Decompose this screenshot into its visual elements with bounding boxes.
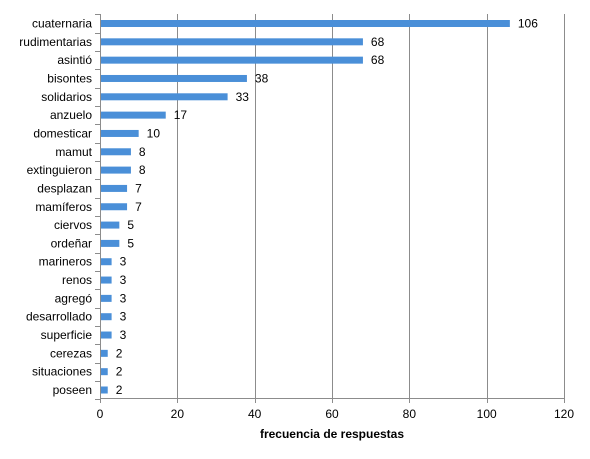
x-tick-label: 0 bbox=[97, 407, 104, 421]
x-tick-label: 60 bbox=[325, 407, 339, 421]
bar bbox=[101, 56, 363, 64]
bar bbox=[101, 184, 128, 192]
category-label: ordeñar bbox=[51, 236, 92, 250]
category-label: cuaternaria bbox=[32, 17, 92, 31]
gridlines bbox=[177, 14, 565, 398]
category-label: asintió bbox=[57, 53, 92, 67]
category-label: extinguieron bbox=[27, 163, 92, 177]
data-label: 3 bbox=[120, 291, 127, 305]
category-label: mamut bbox=[55, 145, 92, 159]
data-label: 7 bbox=[135, 181, 142, 195]
x-tick-label: 20 bbox=[171, 407, 185, 421]
data-label: 2 bbox=[116, 365, 123, 379]
category-label: domesticar bbox=[33, 126, 92, 140]
data-label: 8 bbox=[139, 163, 146, 177]
x-tick-label: 80 bbox=[403, 407, 417, 421]
bar bbox=[101, 38, 363, 46]
category-label: cerezas bbox=[50, 346, 92, 360]
data-label: 106 bbox=[518, 17, 538, 31]
bar bbox=[101, 276, 112, 284]
bar bbox=[101, 349, 108, 357]
bar bbox=[101, 368, 108, 376]
bar bbox=[101, 74, 247, 82]
data-label: 7 bbox=[135, 200, 142, 214]
data-label: 3 bbox=[120, 328, 127, 342]
category-label: ciervos bbox=[54, 218, 92, 232]
data-label: 3 bbox=[120, 310, 127, 324]
bar bbox=[101, 20, 510, 27]
data-label: 5 bbox=[127, 236, 134, 250]
bar bbox=[101, 313, 112, 321]
category-label: desplazan bbox=[37, 181, 92, 195]
data-label: 2 bbox=[116, 383, 123, 397]
bar bbox=[101, 294, 112, 302]
x-axis-title: frecuencia de respuestas bbox=[260, 427, 404, 441]
bar bbox=[101, 386, 108, 394]
category-label: anzuelo bbox=[50, 108, 92, 122]
data-label: 5 bbox=[127, 218, 134, 232]
labels: 0 20 40 60 80 100 120 cuaternaria 106 rudimentari… bbox=[19, 17, 574, 422]
category-label: desarrollado bbox=[26, 310, 92, 324]
data-label: 2 bbox=[116, 346, 123, 360]
bar bbox=[101, 258, 112, 266]
bar bbox=[101, 111, 166, 119]
data-label: 3 bbox=[120, 273, 127, 287]
x-tick-label: 100 bbox=[477, 407, 497, 421]
bar bbox=[101, 331, 112, 339]
bar bbox=[101, 93, 228, 101]
data-label: 8 bbox=[139, 145, 146, 159]
data-label: 33 bbox=[236, 90, 250, 104]
category-label: rudimentarias bbox=[19, 35, 92, 49]
category-label: agregó bbox=[55, 291, 93, 305]
category-label: solidarios bbox=[41, 90, 92, 104]
category-label: superficie bbox=[41, 328, 93, 342]
bar bbox=[101, 148, 131, 156]
category-label: poseen bbox=[53, 383, 92, 397]
data-label: 10 bbox=[147, 126, 161, 140]
axes bbox=[95, 14, 565, 403]
bar bbox=[101, 129, 139, 137]
x-tick-label: 40 bbox=[248, 407, 262, 421]
data-label: 38 bbox=[255, 71, 269, 85]
bar bbox=[101, 166, 131, 174]
data-label: 68 bbox=[371, 53, 385, 67]
category-label: situaciones bbox=[32, 365, 92, 379]
bar bbox=[101, 221, 120, 229]
data-label: 3 bbox=[120, 255, 127, 269]
bars bbox=[101, 20, 510, 394]
bar bbox=[101, 239, 120, 247]
data-label: 17 bbox=[174, 108, 188, 122]
bar bbox=[101, 203, 128, 211]
category-label: bisontes bbox=[47, 71, 92, 85]
category-label: marineros bbox=[39, 255, 92, 269]
x-tick-label: 120 bbox=[554, 407, 574, 421]
category-label: renos bbox=[62, 273, 92, 287]
data-label: 68 bbox=[371, 35, 385, 49]
category-label: mamíferos bbox=[35, 200, 92, 214]
